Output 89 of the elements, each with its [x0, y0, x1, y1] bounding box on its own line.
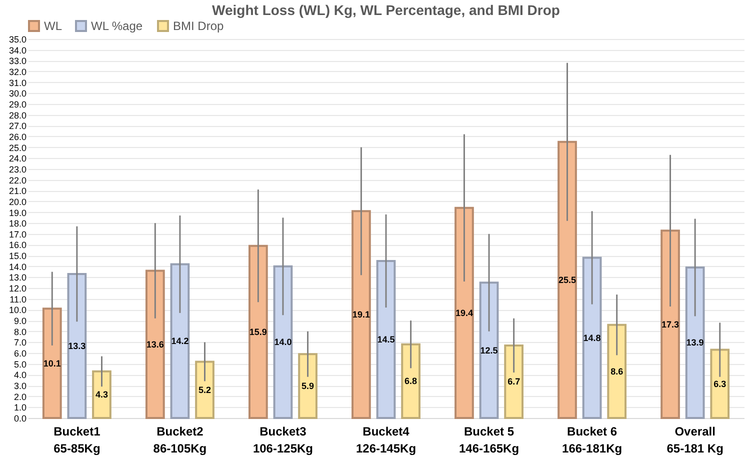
- x-tick-label: Overall 65-181 Kg: [666, 424, 724, 456]
- data-label: 17.3: [662, 319, 680, 330]
- bar: [685, 266, 705, 419]
- y-tick-label: 4.0: [14, 370, 26, 380]
- legend-label: WL: [44, 19, 62, 33]
- y-tick-label: 12.0: [8, 284, 26, 294]
- y-tick-label: 9.0: [14, 316, 26, 326]
- bar: [67, 272, 87, 419]
- y-tick-label: 7.0: [14, 338, 26, 348]
- y-tick-label: 30.0: [8, 88, 26, 99]
- bar: [298, 353, 318, 419]
- legend-label: WL %age: [91, 19, 143, 33]
- x-tick-label: Bucket 5 146-165Kg: [459, 424, 520, 456]
- y-tick-label: 11.0: [10, 294, 26, 304]
- y-tick-label: 34.0: [8, 45, 26, 56]
- data-label: 19.1: [352, 310, 370, 320]
- data-label: 15.9: [249, 326, 267, 337]
- bar: [273, 265, 293, 419]
- y-tick-label: 5.0: [14, 359, 26, 370]
- bar: [582, 256, 602, 419]
- bar: [42, 308, 62, 419]
- y-tick-label: 33.0: [8, 56, 26, 66]
- data-label: 6.7: [508, 376, 520, 387]
- data-label: 5.9: [302, 381, 314, 392]
- bar: [195, 360, 214, 419]
- data-label: 6.3: [714, 378, 726, 389]
- data-label: 4.3: [95, 390, 108, 400]
- y-tick-label: 35.0: [8, 34, 26, 44]
- bar: [352, 210, 371, 419]
- bar: [479, 282, 499, 419]
- data-label: 6.8: [404, 376, 418, 386]
- y-tick-label: 31.0: [8, 78, 26, 88]
- bar: [504, 344, 524, 419]
- bar: [660, 230, 680, 419]
- y-tick-label: 20.0: [8, 196, 26, 207]
- data-label: 14.8: [583, 332, 601, 343]
- y-tick-label: 27.0: [8, 121, 26, 132]
- data-label: 13.9: [686, 338, 704, 348]
- x-tick-label: Bucket2 86-105Kg: [153, 424, 207, 456]
- y-tick-label: 2.0: [14, 392, 26, 402]
- y-tick-label: 21.0: [8, 186, 26, 196]
- chart-title: Weight Loss (WL) Kg, WL Percentage, and BMI Drop: [212, 2, 560, 18]
- y-tick-label: 1.0: [14, 402, 26, 413]
- data-label: 10.1: [43, 358, 61, 368]
- bar: [376, 260, 396, 419]
- data-label: 5.2: [198, 384, 212, 395]
- y-tick-label: 22.0: [8, 175, 26, 186]
- bar: [401, 343, 420, 419]
- y-tick-label: 25.0: [8, 142, 26, 153]
- y-tick-label: 0.0: [14, 414, 26, 424]
- y-tick-label: 8.0: [14, 326, 26, 337]
- bar: [558, 140, 577, 419]
- y-tick-label: 13.0: [8, 272, 26, 283]
- data-label: 13.6: [146, 339, 164, 350]
- data-label: 19.4: [455, 308, 473, 318]
- y-tick-label: 23.0: [8, 164, 26, 174]
- y-tick-label: 24.0: [8, 154, 26, 164]
- y-tick-label: 26.0: [8, 132, 26, 142]
- y-tick-label: 29.0: [8, 99, 26, 110]
- legend-label: BMI Drop: [173, 19, 224, 33]
- data-label: 8.6: [610, 366, 624, 376]
- bar: [170, 263, 190, 419]
- y-tick-label: 14.0: [8, 262, 26, 272]
- y-tick-label: 16.0: [8, 240, 26, 250]
- y-tick-label: 6.0: [14, 348, 26, 359]
- y-tick-label: 28.0: [8, 110, 26, 120]
- data-label: 13.3: [68, 340, 86, 351]
- x-tick-label: Bucket4 126-145Kg: [356, 424, 416, 456]
- y-tick-label: 10.0: [8, 305, 26, 316]
- x-tick-label: Bucket1 65-85Kg: [54, 424, 101, 456]
- data-label: 12.5: [480, 345, 498, 356]
- bar: [607, 324, 627, 419]
- bar: [710, 348, 730, 419]
- y-tick-label: 17.0: [8, 229, 26, 240]
- bar: [454, 206, 474, 419]
- data-label: 14.5: [377, 334, 395, 344]
- x-tick-label: Bucket3 106-125Kg: [252, 424, 313, 456]
- y-tick-label: 18.0: [8, 218, 26, 229]
- y-tick-label: 3.0: [14, 381, 26, 392]
- y-tick-label: 32.0: [8, 66, 26, 77]
- data-label: 14.0: [274, 337, 292, 348]
- bar: [248, 244, 268, 419]
- bar: [92, 370, 112, 419]
- y-tick-label: 15.0: [8, 251, 26, 262]
- x-tick-label: Bucket 6 166-181Kg: [562, 424, 622, 456]
- data-label: 25.5: [558, 274, 576, 285]
- y-tick-label: 19.0: [8, 208, 26, 218]
- bar: [145, 270, 165, 419]
- data-label: 14.2: [171, 336, 189, 346]
